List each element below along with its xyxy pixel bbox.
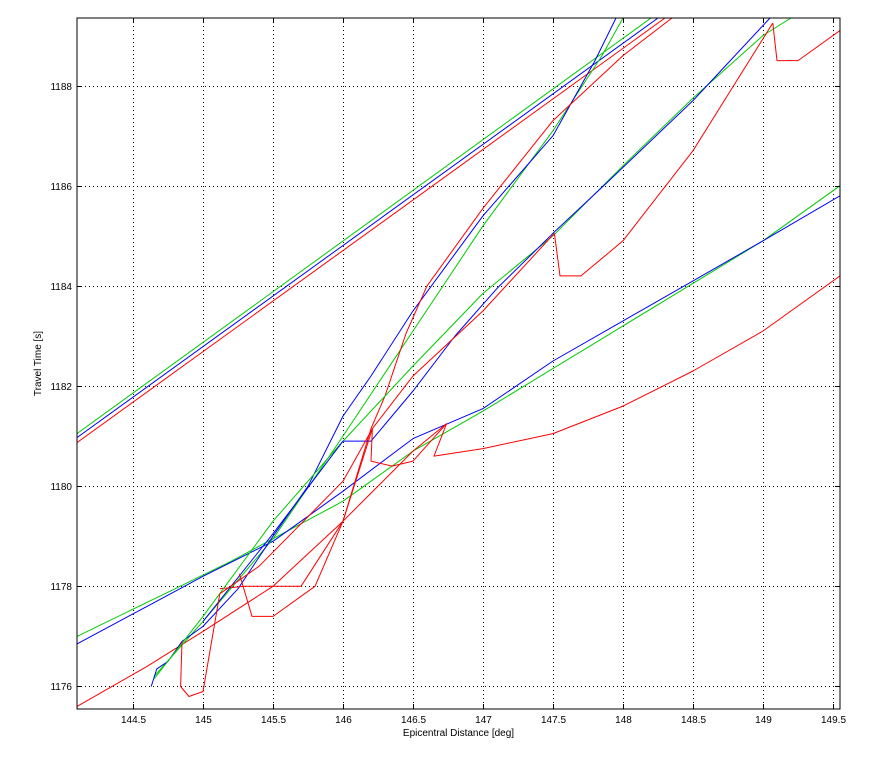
series-line-red (772, 22, 840, 62)
y-tick-label: 1180 (50, 482, 72, 493)
plot-area (76, 17, 841, 710)
series-line-blue (77, 195, 840, 645)
x-axis-label: Epicentral Distance [deg] (403, 728, 514, 739)
series-line-red (77, 18, 666, 444)
x-tick-label: 149.5 (821, 715, 846, 726)
y-tick-label: 1178 (50, 582, 72, 593)
x-tick-label: 145.5 (261, 715, 286, 726)
x-tick-label: 148 (615, 715, 632, 726)
y-tick-label: 1182 (50, 382, 72, 393)
series-line-red (180, 593, 221, 697)
y-tick-label: 1188 (50, 82, 72, 93)
series-line-blue (150, 18, 617, 687)
x-tick-label: 147.5 (541, 715, 566, 726)
series-line-green (153, 18, 792, 680)
series-line-green (77, 18, 652, 435)
y-tick-label: 1176 (50, 682, 72, 693)
x-tick-label: 149 (755, 715, 772, 726)
x-tick-label: 147 (475, 715, 492, 726)
grid (77, 18, 840, 709)
series-line-red (219, 333, 407, 590)
series-line-blue (77, 18, 659, 439)
series-line-red (405, 18, 673, 334)
x-tick-label: 146.5 (401, 715, 426, 726)
series-line-red (370, 423, 447, 467)
x-tick-label: 145 (195, 715, 212, 726)
series-line-green (153, 18, 624, 677)
x-tick-label: 146 (335, 715, 352, 726)
series-line-red (553, 22, 774, 277)
series-line-red (219, 232, 555, 595)
y-tick-label: 1184 (50, 282, 72, 293)
axis-ticks: 144.5 145 145.5 146 146.5 147 147.5 148 148.5 149… (50, 18, 846, 726)
series-line-green (77, 185, 840, 637)
y-axis-label: Travel Time [s] (33, 331, 44, 396)
x-tick-label: 148.5 (681, 715, 706, 726)
series-line-blue (202, 18, 771, 622)
series-line-red (238, 428, 373, 617)
y-tick-label: 1186 (50, 182, 72, 193)
series-group (77, 18, 840, 707)
series-line-red (433, 275, 840, 457)
x-tick-label: 144.5 (121, 715, 146, 726)
